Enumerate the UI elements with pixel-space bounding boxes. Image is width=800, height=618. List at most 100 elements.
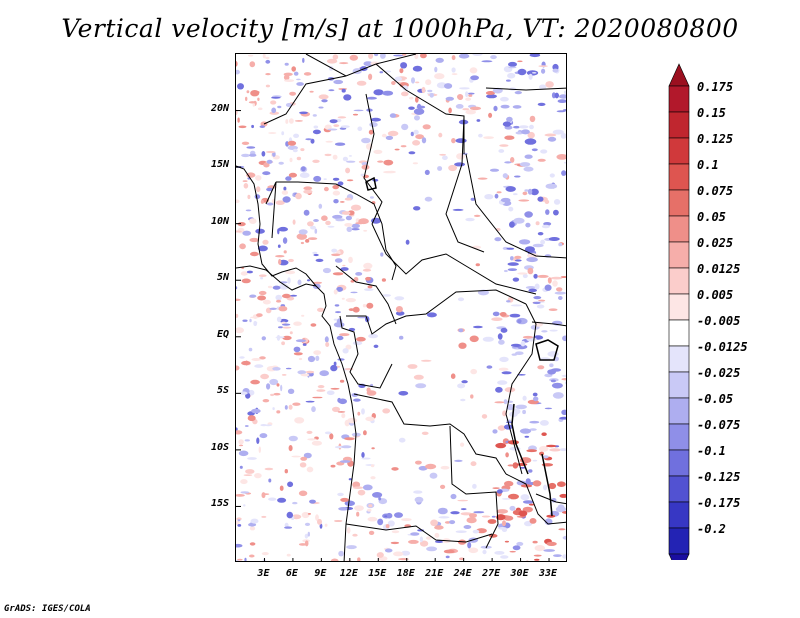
field-patch	[300, 148, 305, 152]
field-patch	[262, 54, 266, 59]
field-patch	[373, 344, 379, 348]
field-patch	[488, 112, 493, 118]
field-patch	[393, 551, 404, 557]
field-patch	[298, 229, 308, 235]
field-patch	[236, 543, 243, 548]
border-angola-zambia	[449, 425, 499, 549]
field-patch	[517, 272, 528, 275]
field-patch	[434, 66, 438, 73]
field-patch	[475, 263, 480, 267]
field-patch	[508, 66, 517, 69]
field-patch	[319, 523, 323, 529]
field-patch	[270, 393, 275, 397]
field-patch	[470, 394, 474, 399]
field-patch	[522, 273, 528, 279]
field-patch	[240, 491, 250, 494]
field-patch	[345, 344, 352, 350]
field-patch	[265, 84, 270, 88]
field-patch	[545, 183, 558, 189]
field-patch	[413, 108, 425, 115]
field-patch	[552, 68, 559, 73]
field-patch	[504, 540, 509, 543]
field-patch	[307, 279, 310, 282]
field-patch	[377, 160, 384, 163]
field-patch	[413, 206, 421, 211]
field-patch	[343, 94, 352, 101]
field-patch	[401, 550, 411, 556]
field-patch	[381, 278, 386, 282]
field-patch	[368, 333, 378, 339]
field-patch	[327, 225, 335, 228]
field-patch	[565, 381, 566, 385]
field-patch	[470, 197, 476, 201]
field-patch	[352, 306, 360, 313]
field-patch	[275, 200, 285, 205]
field-patch	[341, 445, 352, 449]
field-patch	[544, 284, 552, 291]
field-patch	[465, 91, 469, 98]
field-patch	[400, 62, 408, 69]
field-patch	[261, 515, 267, 518]
field-patch	[562, 335, 566, 342]
field-patch	[333, 318, 338, 321]
field-patch	[331, 248, 338, 253]
field-patch	[493, 105, 498, 112]
field-patch	[486, 94, 497, 99]
field-patch	[312, 159, 320, 163]
field-patch	[288, 435, 298, 442]
field-patch	[504, 387, 516, 393]
field-patch	[507, 262, 519, 266]
field-patch	[246, 90, 250, 94]
field-patch	[362, 304, 367, 308]
field-patch	[427, 89, 433, 93]
field-patch	[287, 481, 294, 488]
field-patch	[329, 119, 338, 124]
field-patch	[236, 365, 240, 371]
field-patch	[558, 242, 563, 247]
field-patch	[348, 256, 353, 264]
field-patch	[539, 84, 547, 90]
field-patch	[283, 72, 293, 76]
colorbar-tick-label: -0.075	[697, 418, 741, 432]
field-patch	[534, 558, 540, 561]
field-patch	[331, 253, 341, 257]
field-patch	[549, 363, 554, 368]
field-patch	[237, 524, 242, 527]
field-patch	[517, 374, 526, 376]
field-patch	[283, 250, 287, 254]
field-patch	[422, 124, 431, 130]
field-patch	[366, 96, 377, 100]
field-patch	[307, 221, 314, 227]
field-patch	[450, 493, 457, 500]
field-patch	[357, 489, 366, 496]
field-patch	[284, 405, 288, 410]
lon-label: 21E	[425, 568, 444, 579]
field-patch	[549, 448, 561, 452]
field-patch	[240, 391, 248, 395]
field-patch	[507, 72, 516, 79]
field-patch	[332, 54, 339, 60]
field-patch	[506, 79, 511, 82]
field-patch	[348, 155, 352, 157]
field-patch	[510, 343, 521, 347]
field-patch	[291, 455, 301, 458]
axis-ticks	[236, 110, 550, 561]
field-patch	[301, 511, 310, 519]
colorbar-tick-label: 0.005	[697, 288, 734, 302]
field-patch	[469, 106, 482, 111]
field-patch	[346, 179, 354, 182]
field-patch	[236, 517, 242, 521]
field-patch	[497, 380, 508, 385]
field-patch	[288, 445, 293, 452]
field-patch	[512, 105, 522, 109]
field-patch	[284, 469, 288, 474]
field-patch	[312, 114, 317, 117]
field-patch	[339, 62, 349, 65]
field-patch	[506, 247, 515, 250]
field-patch	[352, 113, 359, 116]
field-patch	[401, 518, 412, 522]
border-chad-west	[363, 93, 383, 225]
field-patch	[544, 407, 553, 410]
field-patch	[520, 340, 526, 347]
field-patch	[304, 540, 309, 547]
